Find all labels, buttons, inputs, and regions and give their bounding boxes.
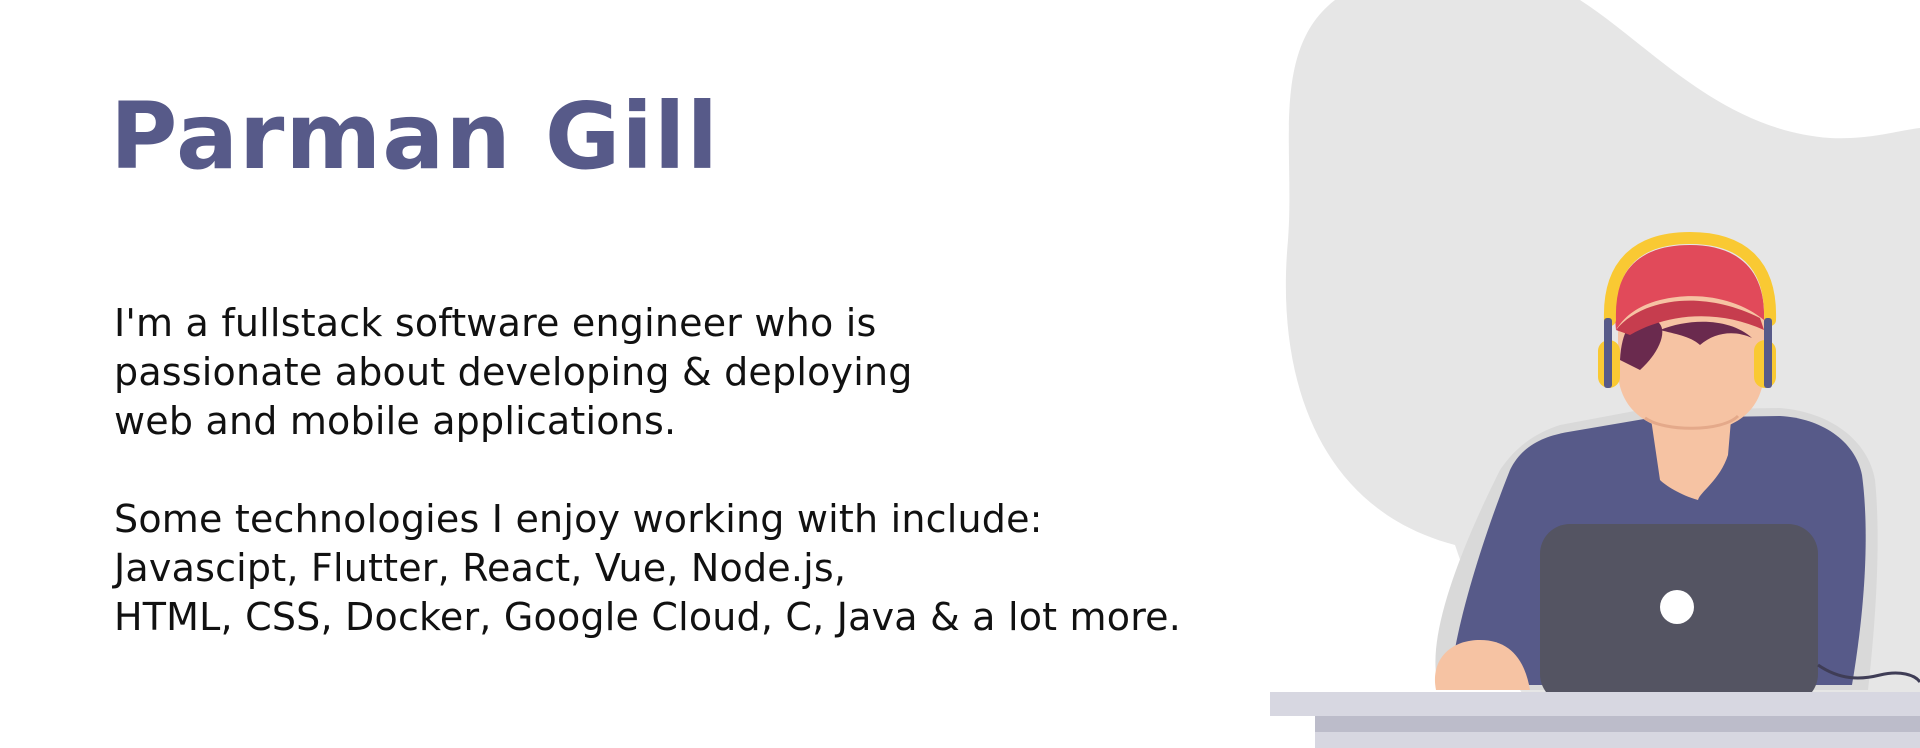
laptop-logo	[1660, 590, 1694, 624]
bio-technologies: Some technologies I enjoy working with i…	[114, 495, 1181, 642]
bio-intro: I'm a fullstack software engineer who is…	[114, 299, 913, 446]
bio-tech-line: HTML, CSS, Docker, Google Cloud, C, Java…	[114, 595, 1182, 639]
bio-intro-line: I'm a fullstack software engineer who is	[114, 301, 877, 345]
cap-brim	[1616, 300, 1764, 335]
cable	[1817, 663, 1920, 684]
hair-fringe	[1660, 321, 1752, 345]
desk-shadow	[1315, 732, 1920, 748]
headphone-band	[1603, 231, 1777, 326]
desk-top	[1270, 692, 1920, 716]
headphone-stem-right	[1764, 318, 1772, 388]
page-title: Parman Gill	[110, 83, 719, 190]
bio-intro-line: web and mobile applications.	[114, 399, 677, 443]
bio-tech-line: Javascipt, Flutter, React, Vue, Node.js,	[114, 546, 847, 590]
hand	[1434, 640, 1530, 690]
headphone-stem-left	[1604, 318, 1612, 388]
bio-tech-line: Some technologies I enjoy working with i…	[114, 497, 1043, 541]
bio-intro-line: passionate about developing & deploying	[114, 350, 913, 394]
desk-front	[1315, 716, 1920, 732]
developer-with-headphones-illustration	[1270, 0, 1920, 748]
chin-line	[1644, 414, 1740, 430]
cap	[1615, 245, 1765, 330]
